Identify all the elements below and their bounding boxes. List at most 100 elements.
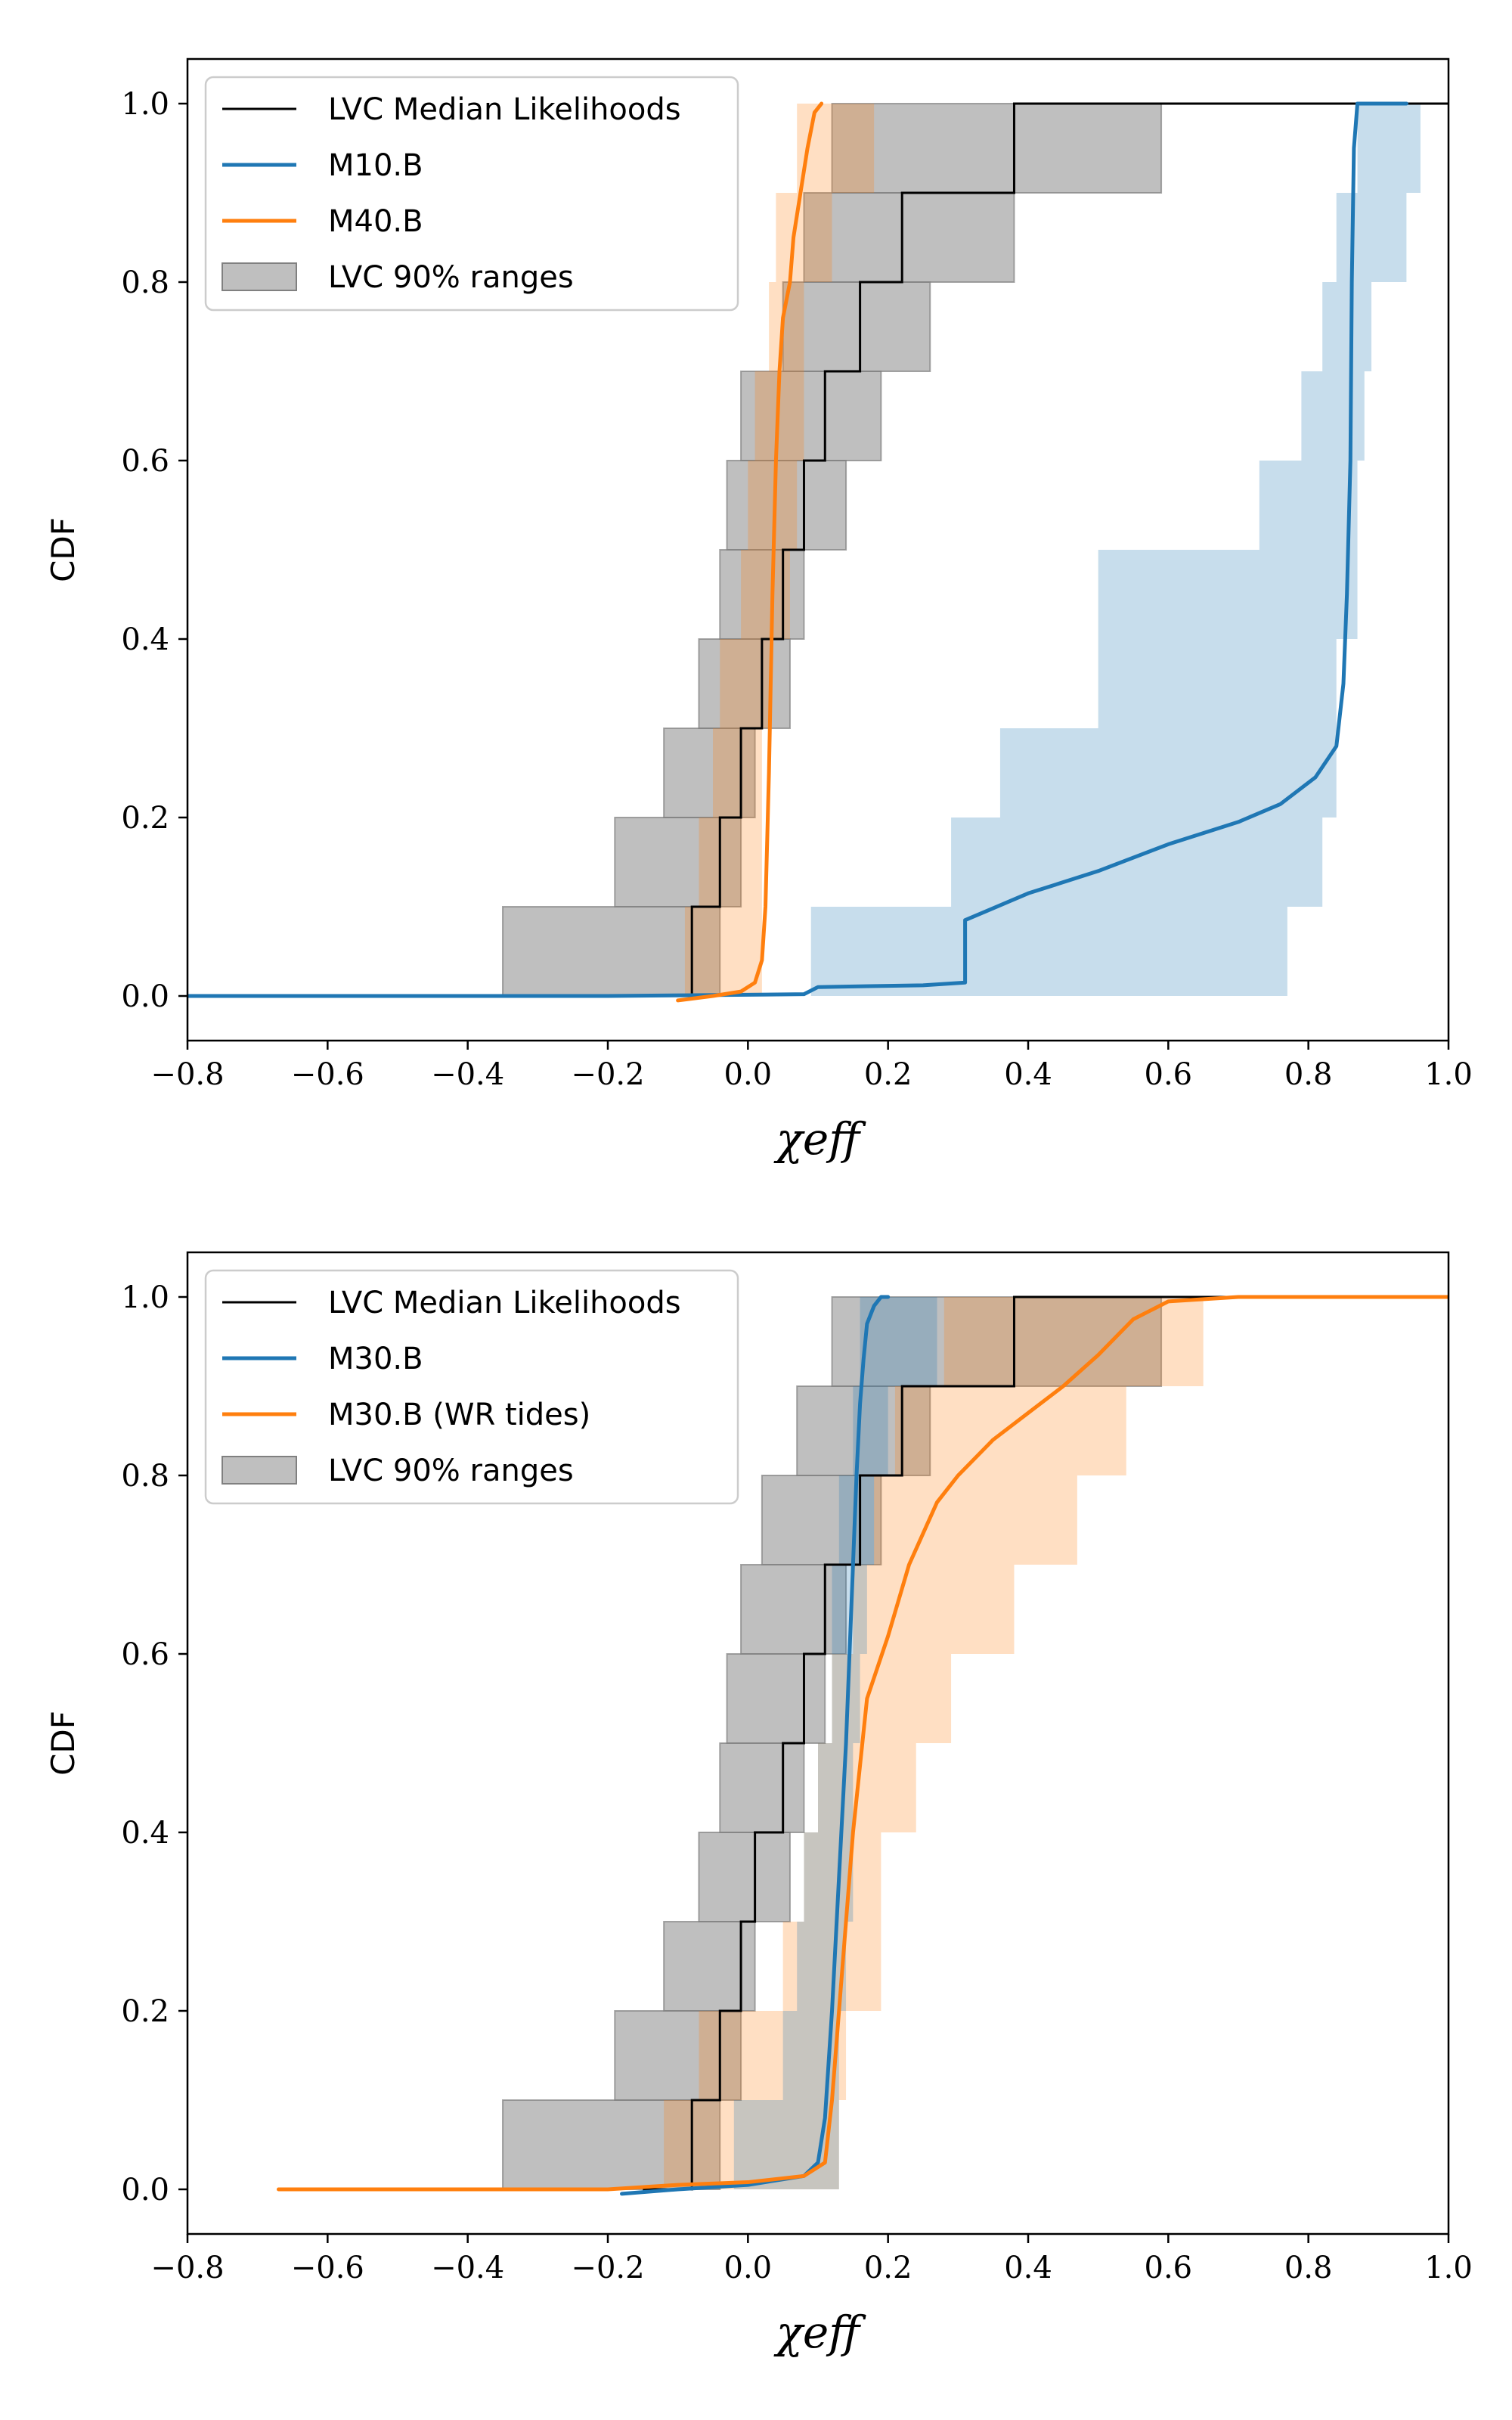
range-band-rect — [699, 639, 790, 728]
range-band-rect — [1357, 104, 1421, 193]
legend-frame — [204, 1269, 739, 1505]
range-band-rect — [733, 2100, 839, 2189]
legend-label: M40.B — [328, 204, 423, 239]
range-band-rect — [741, 550, 790, 639]
range-band-rect — [797, 1386, 931, 1475]
range-band-rect — [776, 193, 832, 282]
range-band-rect — [804, 193, 1015, 282]
range-band-rect — [853, 1565, 1015, 1654]
range-band — [664, 1297, 1204, 2189]
legend: LVC Median Likelihoods M30.B M30.B (WR tid… — [204, 1269, 739, 1505]
y-tick-label: 1.0 — [121, 1280, 169, 1315]
range-band-rect — [720, 639, 770, 728]
y-tick-label: 0.4 — [121, 622, 169, 657]
axes-frame — [186, 57, 1450, 1042]
range-band-rect — [1336, 193, 1407, 282]
range-band-rect — [741, 371, 881, 461]
range-band-rect — [818, 1743, 916, 1832]
series-line-m40-b — [676, 101, 824, 1003]
range-band-rect — [818, 1743, 854, 1832]
x-tick-label: 0.6 — [1145, 2251, 1193, 2285]
legend-label: LVC 90% ranges — [328, 260, 574, 295]
range-band-rect — [727, 1654, 826, 1743]
range-band-rect — [999, 728, 1337, 818]
range-band-rect — [894, 1386, 1126, 1475]
range-band — [810, 104, 1421, 996]
x-axis-label: χeff — [773, 2307, 866, 2358]
x-tick-label: 0.8 — [1284, 2251, 1333, 2285]
legend-label: M30.B — [328, 1342, 423, 1376]
x-tick-label: −0.8 — [150, 2251, 224, 2285]
y-tick-label: 0.4 — [121, 1816, 169, 1851]
x-tick-label: 0.4 — [1004, 2251, 1052, 2285]
x-tick-label: 0.2 — [864, 2251, 912, 2285]
legend-label: M30.B (WR tides) — [328, 1398, 590, 1432]
y-tick-label: 0.8 — [121, 1459, 169, 1494]
y-tick-label: 1.0 — [121, 87, 169, 122]
plot-area — [187, 101, 1448, 1003]
range-band-rect — [713, 728, 762, 818]
range-band-rect — [720, 550, 804, 639]
range-band — [684, 104, 875, 996]
range-band-rect — [503, 907, 720, 996]
legend-swatch-patch — [222, 1456, 297, 1485]
range-band-rect — [832, 1297, 1162, 1386]
x-tick-label: −0.4 — [431, 2251, 504, 2285]
range-band-rect — [782, 282, 931, 371]
x-tick-label: 1.0 — [1424, 1057, 1473, 1092]
range-band-rect — [1098, 639, 1337, 728]
x-tick-label: −0.6 — [291, 2251, 364, 2285]
x-tick-label: −0.2 — [571, 1057, 644, 1092]
range-band-rect — [761, 1475, 881, 1565]
range-band-rect — [797, 104, 875, 193]
range-band-rect — [810, 907, 1287, 996]
y-tick-label: 0.0 — [121, 979, 169, 1014]
legend-label: LVC Median Likelihoods — [328, 92, 681, 127]
range-band-rect — [1098, 550, 1358, 639]
range-band-rect — [943, 1297, 1204, 1386]
range-band-rect — [684, 907, 762, 996]
x-tick-label: 0.6 — [1145, 1057, 1193, 1092]
legend-label: LVC Median Likelihoods — [328, 1286, 681, 1320]
range-band-rect — [804, 1832, 881, 1922]
top-panel: −0.8 −0.6 −0.4 −0.2 0.0 0.2 0.4 0.6 0.8 1.0 0.0 0.2… — [45, 57, 1473, 1165]
range-band-rect — [874, 1475, 1077, 1565]
x-tick-label: −0.2 — [571, 2251, 644, 2285]
y-tick-label: 0.2 — [121, 1994, 169, 2029]
x-tick-label: −0.4 — [431, 1057, 504, 1092]
series-line-lvc-median-likelihoods — [643, 1295, 1448, 2191]
series-line-lvc-median-likelihoods — [643, 102, 1448, 997]
range-band-rect — [832, 104, 1162, 193]
legend: LVC Median Likelihoods M10.B M40.B LVC 90% … — [204, 76, 739, 312]
series-line-m10-b — [187, 101, 1408, 998]
x-tick-label: −0.6 — [291, 1057, 364, 1092]
x-tick-label: 0.2 — [864, 1057, 912, 1092]
range-band-rect — [699, 818, 762, 907]
range-band — [502, 103, 1163, 997]
range-band-rect — [727, 461, 847, 550]
range-band-rect — [832, 1654, 952, 1743]
range-band-rect — [1259, 461, 1358, 550]
x-axis-label: χeff — [773, 1113, 866, 1165]
x-tick-label: 0.0 — [724, 1057, 773, 1092]
x-tick-label: 0.0 — [724, 2251, 773, 2285]
y-tick-label: 0.0 — [121, 2173, 169, 2207]
y-axis-label: CDF — [45, 1711, 82, 1776]
legend-label: LVC 90% ranges — [328, 1454, 574, 1488]
y-axis-label: CDF — [45, 517, 82, 582]
legend-label: M10.B — [328, 148, 423, 183]
range-band-rect — [741, 1565, 847, 1654]
range-band-rect — [699, 1832, 790, 1922]
range-band-rect — [797, 1922, 847, 2011]
y-tick-label: 0.2 — [121, 801, 169, 836]
range-band-rect — [1322, 282, 1372, 371]
axes-frame — [186, 1251, 1450, 2235]
legend-swatch-patch — [222, 262, 297, 291]
bottom-panel: −0.8 −0.6 −0.4 −0.2 0.0 0.2 0.4 0.6 0.8 1.0 0.0 0.2… — [45, 1251, 1473, 2358]
y-tick-label: 0.6 — [121, 1637, 169, 1672]
range-band-rect — [720, 1743, 804, 1832]
range-band-rect — [1301, 371, 1365, 461]
plot-area — [276, 1295, 1448, 2196]
range-band-rect — [664, 728, 755, 818]
